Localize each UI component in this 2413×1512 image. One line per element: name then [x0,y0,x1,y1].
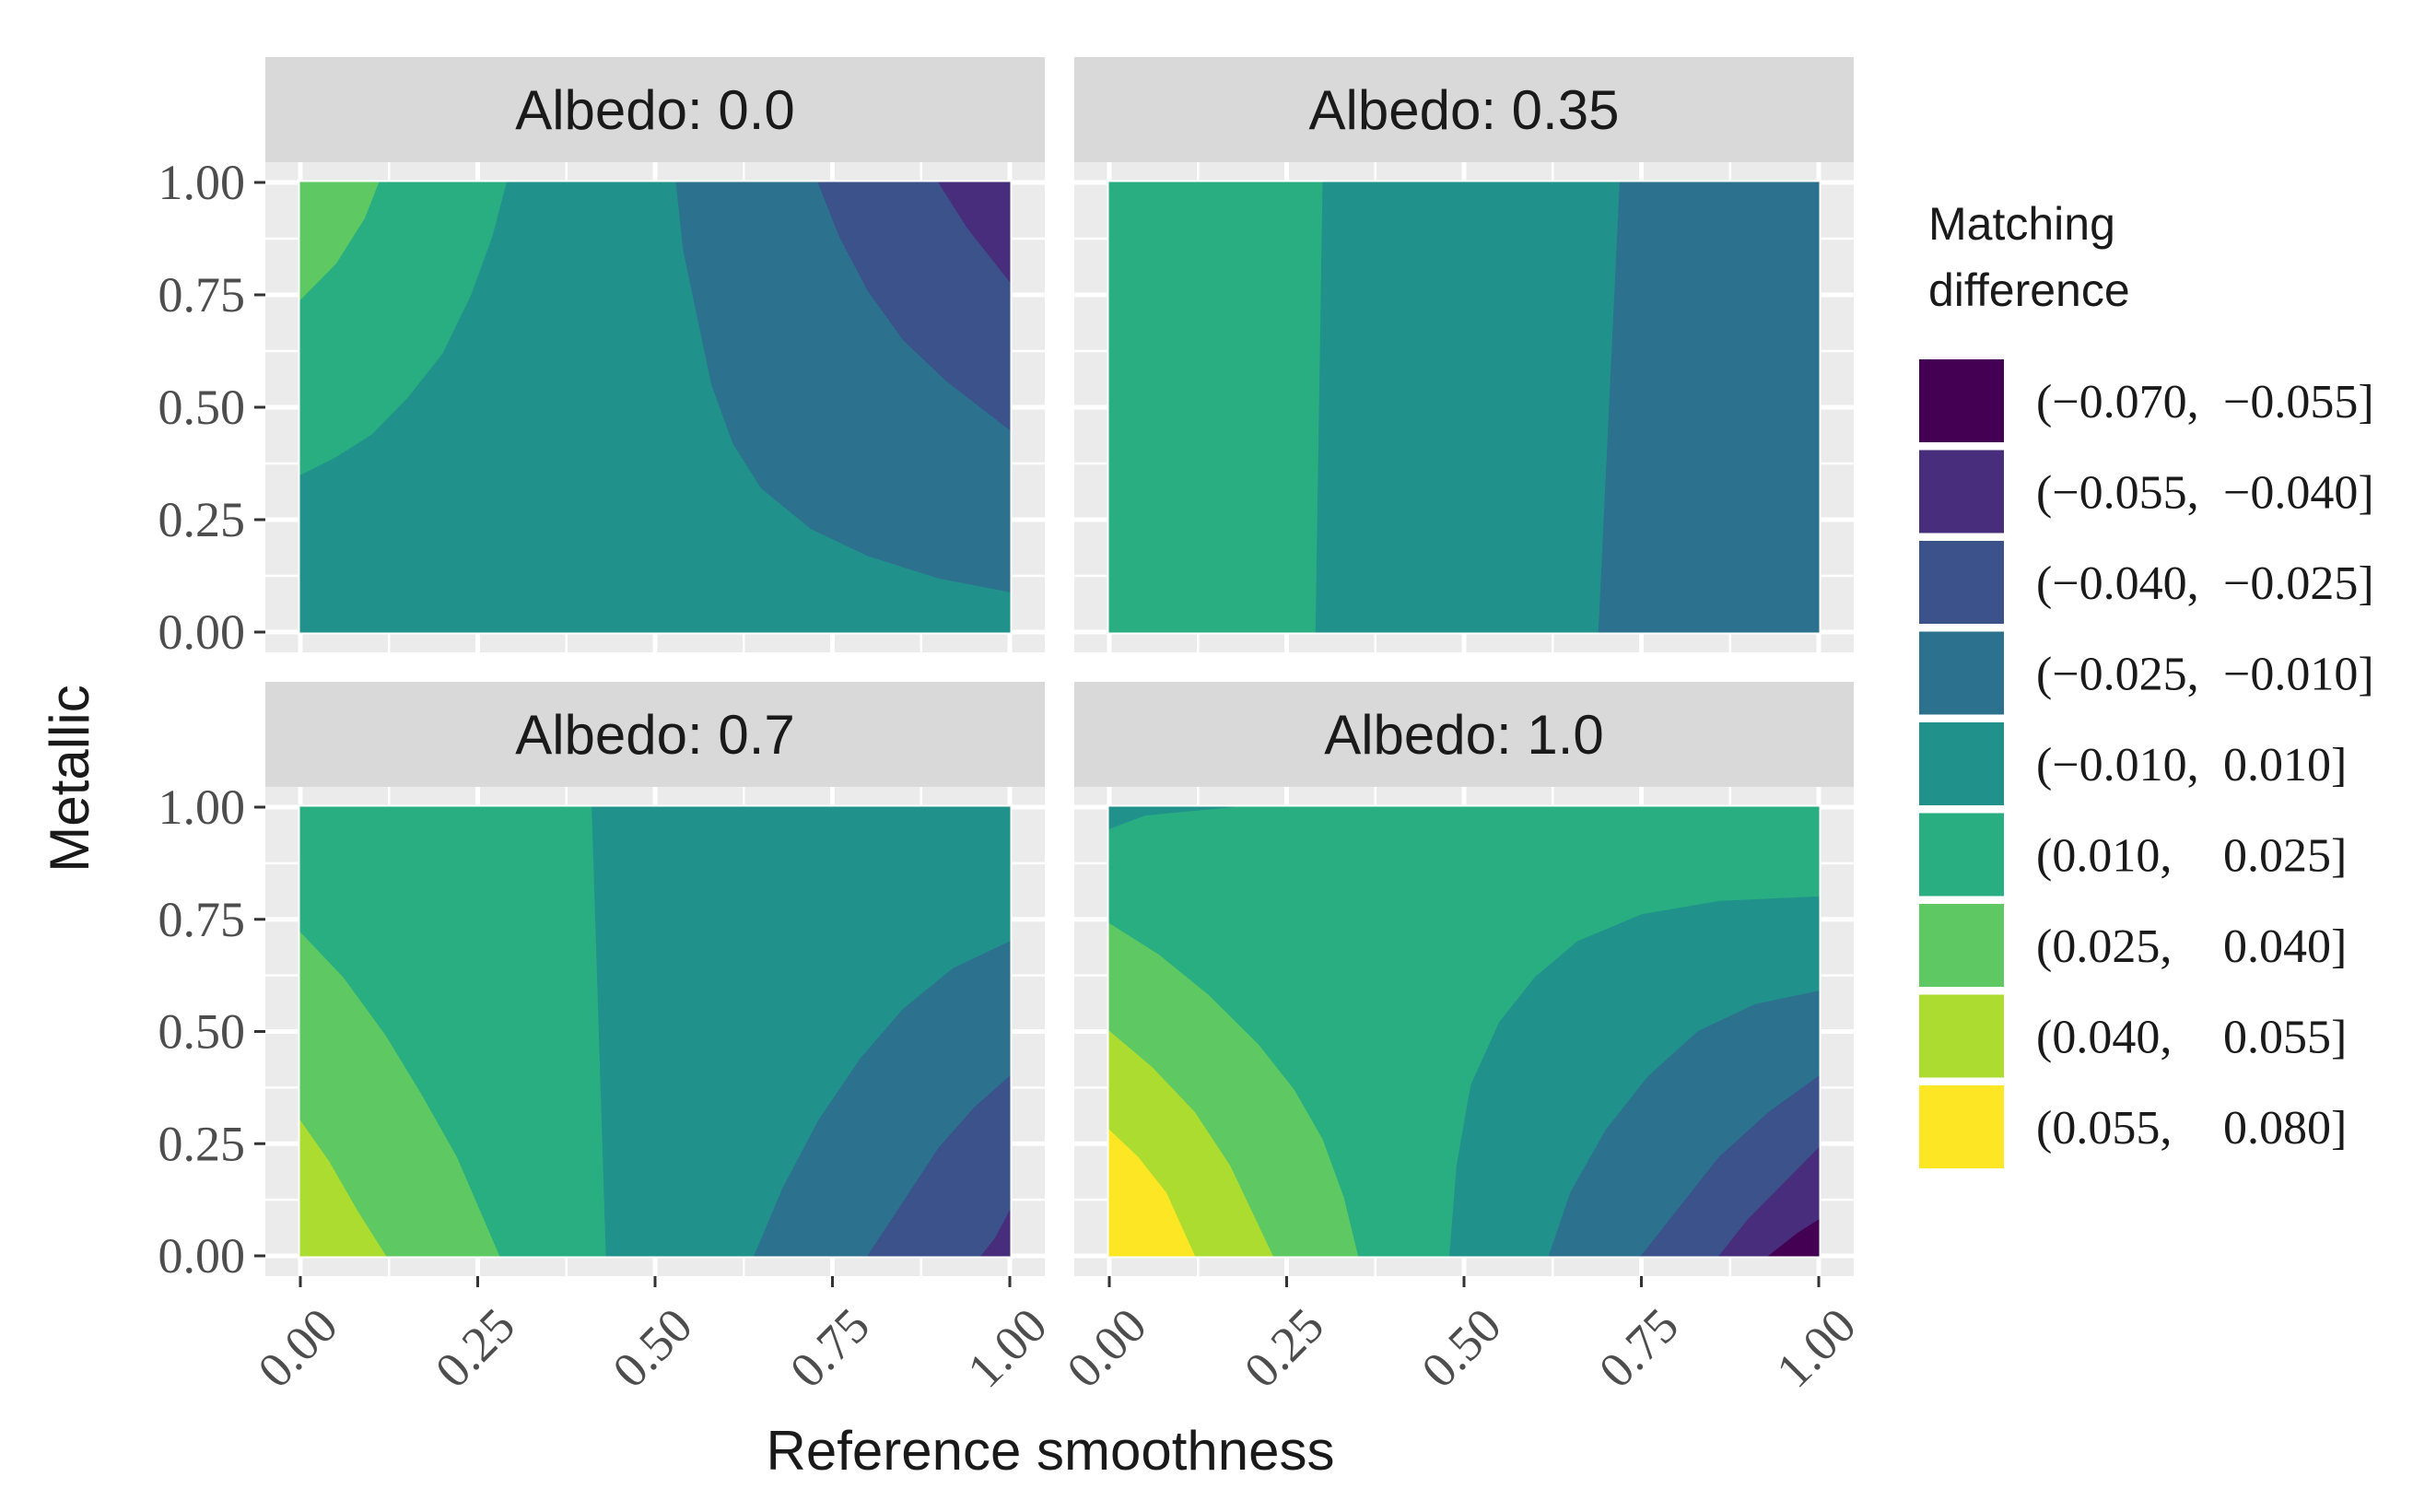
y-tick-label: 0.00 [158,604,246,660]
legend-swatch [1919,541,2004,624]
y-tick-label: 1.00 [158,779,246,835]
contour-band-3 [1598,182,1820,633]
x-tick-label: 0.25 [1234,1297,1334,1398]
legend-label-high: −0.010] [2223,649,2374,701]
legend-swatch [1919,1085,2004,1168]
legend-label-high: 0.025] [2223,830,2347,883]
contour-fills [299,806,1011,1257]
contour-band-8 [1108,1129,1196,1257]
y-tick-label: 0.25 [158,492,246,547]
legend-label-low: (−0.040, [2036,557,2199,610]
facet-title: Albedo: 1.0 [1324,704,1604,766]
legend-label-high: 0.055] [2223,1012,2347,1064]
legend-title: Matching [1928,198,2115,250]
legend-label-high: −0.055] [2223,376,2374,428]
panel-1: Albedo: 0.0 0.00 0.25 0.50 0.75 1.00 [158,57,1045,660]
contour-band-0 [1767,1219,1820,1257]
panel-2: Albedo: 0.35 [1074,57,1854,652]
y-tick-label: 0.75 [158,267,246,322]
legend-label-high: 0.040] [2223,920,2347,973]
facet-strip [1074,57,1854,162]
legend-label-low: (−0.055, [2036,467,2199,520]
legend-label-low: (0.055, [2036,1102,2172,1155]
panel-3: Albedo: 0.7 0.00 0.25 0.50 0.75 1.00 0.00 0.25 0… [158,682,1058,1398]
facet-strip [265,57,1045,162]
x-tick-label: 1.00 [956,1297,1057,1398]
facet-title: Albedo: 0.0 [515,79,795,141]
legend-swatch [1919,450,2004,533]
x-tick-label: 0.75 [1588,1297,1689,1398]
legend-title: difference [1928,264,2130,316]
x-tick-label: 0.50 [1411,1297,1511,1398]
facet-title: Albedo: 0.7 [515,704,795,766]
legend: Matching difference (−0.070, −0.055] (−0.055… [1919,198,2374,1168]
x-axis-title: Reference smoothness [767,1420,1335,1482]
legend-label-low: (0.010, [2036,830,2172,883]
legend-label-high: 0.010] [2223,739,2347,791]
contour-band-1 [938,182,1011,283]
legend-label-low: (0.025, [2036,920,2172,973]
legend-swatch [1919,631,2004,715]
y-tick-label: 0.00 [158,1228,246,1283]
contour-band-1 [980,1211,1011,1257]
y-tick-label: 1.00 [158,155,246,210]
legend-label-high: −0.025] [2223,557,2374,610]
x-tick-label: 0.00 [247,1297,347,1398]
legend-label-low: (−0.025, [2036,649,2199,701]
legend-swatch [1919,813,2004,897]
facet-strip [1074,682,1854,787]
y-tick-label: 0.50 [158,1004,246,1060]
contour-band-5 [299,182,507,476]
x-tick-label: 0.00 [1056,1297,1156,1398]
y-axis-title: Metallic [39,685,100,872]
x-tick-label: 0.50 [602,1297,702,1398]
legend-label-low: (0.040, [2036,1012,2172,1064]
legend-label-low: (−0.070, [2036,376,2199,428]
contour-fills [1108,182,1820,633]
y-tick-label: 0.25 [158,1116,246,1171]
x-tick-label: 0.25 [425,1297,525,1398]
contour-fills [299,182,1011,633]
facet-strip [265,682,1045,787]
legend-swatch [1919,722,2004,805]
x-tick-label: 0.75 [779,1297,880,1398]
x-tick-label: 1.00 [1765,1297,1866,1398]
legend-label-low: (−0.010, [2036,739,2199,791]
contour-band-7 [299,1119,387,1257]
contour-band-6 [299,182,380,301]
legend-swatch [1919,994,2004,1078]
facet-title: Albedo: 0.35 [1309,79,1620,141]
legend-label-high: −0.040] [2223,467,2374,520]
legend-swatch [1919,359,2004,442]
y-tick-label: 0.75 [158,892,246,947]
panel-4: Albedo: 1.0 0.00 0.25 0.50 0.75 1.00 [1056,682,1867,1398]
y-tick-label: 0.50 [158,380,246,435]
contour-fills [1108,806,1820,1257]
legend-swatch [1919,904,2004,987]
legend-label-high: 0.080] [2223,1102,2347,1155]
contour-band-5 [1108,182,1323,633]
